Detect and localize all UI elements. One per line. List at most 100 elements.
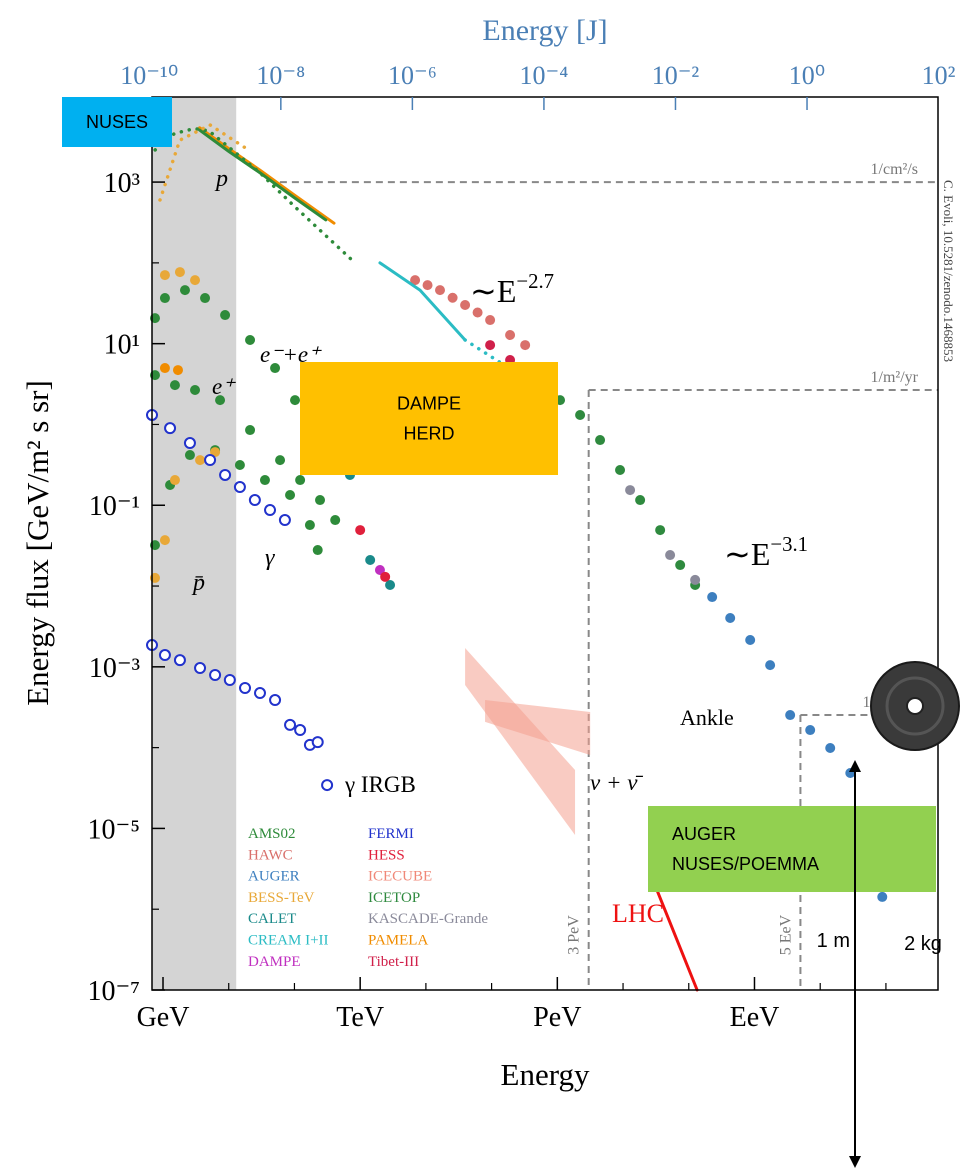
annotation: ∼E−3.1 — [724, 533, 808, 572]
data-point — [656, 526, 665, 535]
overlay-text: AUGER — [672, 824, 736, 844]
data-point — [160, 536, 169, 545]
arrow-head — [849, 760, 861, 772]
x2-tick-label: 10⁻² — [652, 61, 700, 90]
annotation: γ — [265, 545, 275, 571]
data-point — [305, 521, 314, 530]
x-tick-label: EeV — [730, 1002, 780, 1033]
data-point — [448, 293, 457, 302]
y-tick-label: 10⁻⁵ — [87, 814, 140, 845]
data-point — [196, 456, 205, 465]
data-point — [636, 496, 645, 505]
reference-vlabel: 5 EeV — [777, 914, 794, 955]
annotation-text: ν + ν̄ — [590, 770, 643, 795]
data-point — [461, 300, 470, 309]
data-point — [313, 546, 322, 555]
data-point — [366, 556, 375, 565]
credit: C. Evoli, 10.5281/zenodo.1468853 — [941, 180, 956, 362]
legend-entry: KASCADE-Grande — [368, 911, 488, 927]
data-point — [381, 572, 390, 581]
legend-entry: DAMPE — [248, 954, 301, 970]
open-point — [205, 455, 215, 465]
data-point — [173, 366, 182, 375]
data-point — [486, 316, 495, 325]
y-tick-label: 10¹ — [104, 330, 140, 361]
arrow-head — [849, 1156, 861, 1168]
x2-tick-label: 10⁻¹⁰ — [120, 61, 178, 90]
annotation: Ankle — [680, 705, 734, 730]
annotation: ∼E−2.7 — [470, 270, 554, 309]
open-point — [280, 515, 290, 525]
data-point — [521, 341, 530, 350]
annotation-text: γ IRGB — [344, 772, 416, 797]
x-tick-label: GeV — [137, 1002, 190, 1033]
legend-entry: ICETOP — [368, 890, 420, 906]
legend-entry: CREAM I+II — [248, 933, 329, 949]
curve — [652, 878, 697, 990]
annotation-text: Ankle — [680, 705, 734, 730]
annotation-text: e⁺ — [212, 374, 236, 399]
annotation-text: LHC — [612, 899, 664, 928]
data-point — [726, 614, 735, 623]
y-tick-label: 10⁻³ — [89, 653, 140, 684]
data-point — [296, 476, 305, 485]
data-point — [356, 526, 365, 535]
data-point — [160, 294, 169, 303]
x2-tick-label: 10² — [922, 61, 956, 90]
data-point — [386, 581, 395, 590]
data-point — [235, 460, 244, 469]
data-point — [191, 276, 200, 285]
data-point — [180, 286, 189, 295]
data-point — [691, 575, 700, 584]
data-point — [826, 743, 835, 752]
open-point — [322, 780, 332, 790]
data-point — [626, 486, 635, 495]
data-point — [486, 341, 495, 350]
data-point — [806, 726, 815, 735]
open-point — [175, 655, 185, 665]
open-point — [285, 720, 295, 730]
legend-entry: BESS-TeV — [248, 890, 315, 906]
open-point — [185, 438, 195, 448]
data-point — [666, 551, 675, 560]
x2-axis-title: Energy [J] — [482, 14, 607, 47]
data-point — [246, 426, 255, 435]
legend-entry: PAMELA — [368, 933, 428, 949]
annotation-superscript: −3.1 — [770, 533, 808, 556]
reference-label: 1/m²/yr — [871, 369, 919, 386]
data-point — [676, 561, 685, 570]
open-point — [225, 675, 235, 685]
open-point — [240, 683, 250, 693]
y-tick-label: 10³ — [104, 168, 140, 199]
overlay-text: NUSES — [86, 112, 148, 132]
annotation: ν + ν̄ — [590, 770, 643, 795]
legend-entry: HAWC — [248, 847, 293, 863]
data-point — [221, 311, 230, 320]
open-point — [295, 725, 305, 735]
legend-entry: FERMI — [368, 826, 414, 842]
annotation: p̄ — [191, 570, 205, 596]
open-point — [160, 650, 170, 660]
annotation: LHC — [612, 899, 664, 928]
data-point — [316, 496, 325, 505]
data-point — [201, 294, 210, 303]
open-point — [255, 688, 265, 698]
open-point — [313, 737, 323, 747]
legend-entry: Tibet-III — [368, 954, 419, 970]
open-point — [220, 470, 230, 480]
data-point — [246, 336, 255, 345]
annotation: e⁺ — [212, 374, 236, 399]
legend-entry: AUGER — [248, 869, 300, 885]
x-tick-label: TeV — [336, 1002, 384, 1033]
annotation-superscript: −2.7 — [516, 270, 554, 293]
y-tick-label: 10⁻¹ — [89, 491, 140, 522]
legend-entry: CALET — [248, 911, 296, 927]
annotation: γ IRGB — [344, 772, 416, 797]
open-point — [250, 495, 260, 505]
x2-tick-label: 10⁻⁴ — [520, 61, 569, 90]
data-point — [708, 593, 717, 602]
data-point — [786, 711, 795, 720]
data-point — [175, 268, 184, 277]
reference-vlabel: 3 PeV — [566, 915, 583, 955]
data-point — [766, 661, 775, 670]
